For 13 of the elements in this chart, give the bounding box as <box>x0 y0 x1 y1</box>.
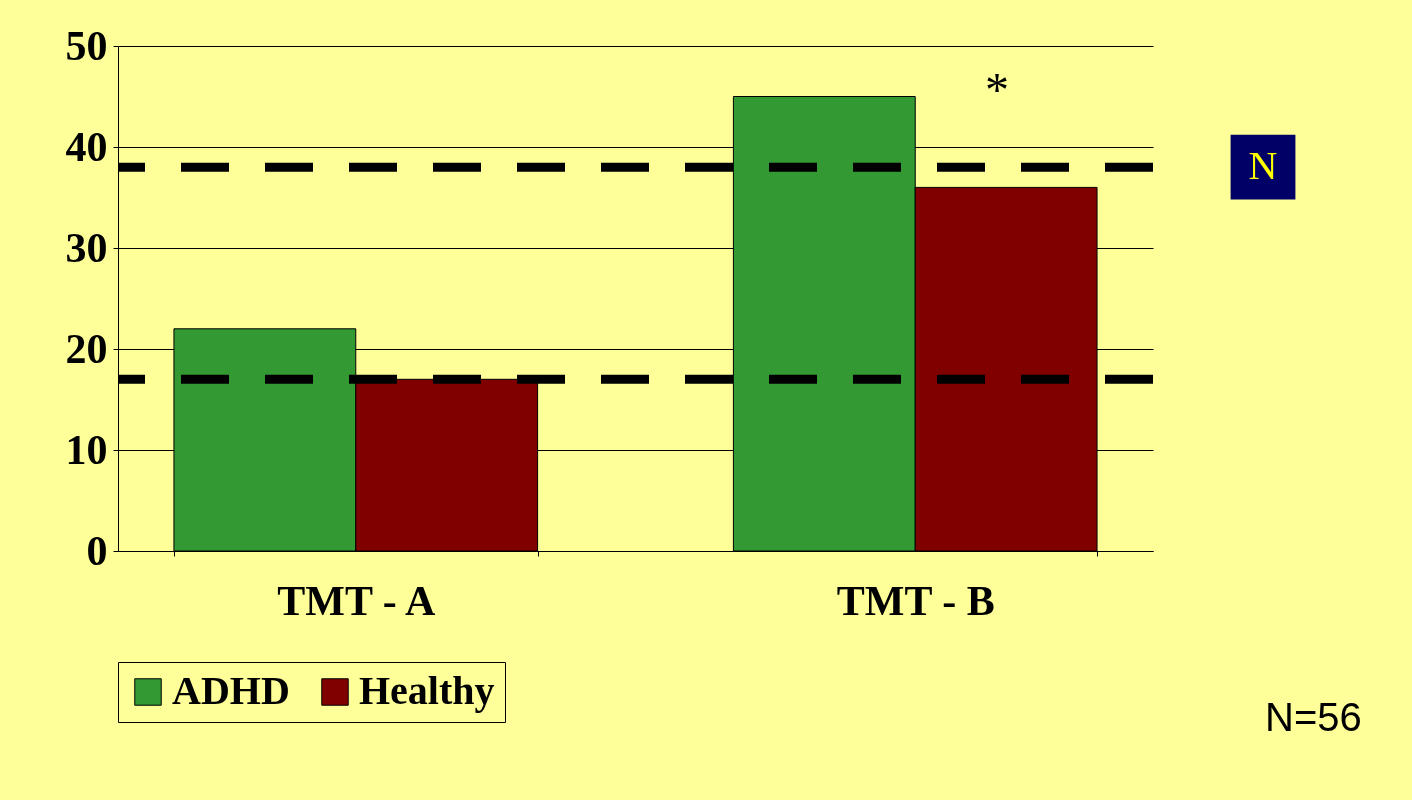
y-tick-label: 30 <box>65 224 108 271</box>
y-tick-label: 50 <box>65 22 108 69</box>
y-tick-label: 20 <box>65 325 108 372</box>
legend-label: ADHD <box>172 668 290 713</box>
ref-line-label: N <box>1248 143 1278 189</box>
legend-label: Healthy <box>359 668 495 713</box>
annotation: * <box>985 62 1009 117</box>
y-tick-label: 10 <box>65 426 108 473</box>
y-tick-label: 40 <box>65 123 108 170</box>
x-tick-label: TMT - B <box>836 577 995 624</box>
text: N=56 <box>1265 695 1362 740</box>
x-tick-label: TMT - A <box>277 577 436 624</box>
y-tick-label: 0 <box>86 527 108 574</box>
